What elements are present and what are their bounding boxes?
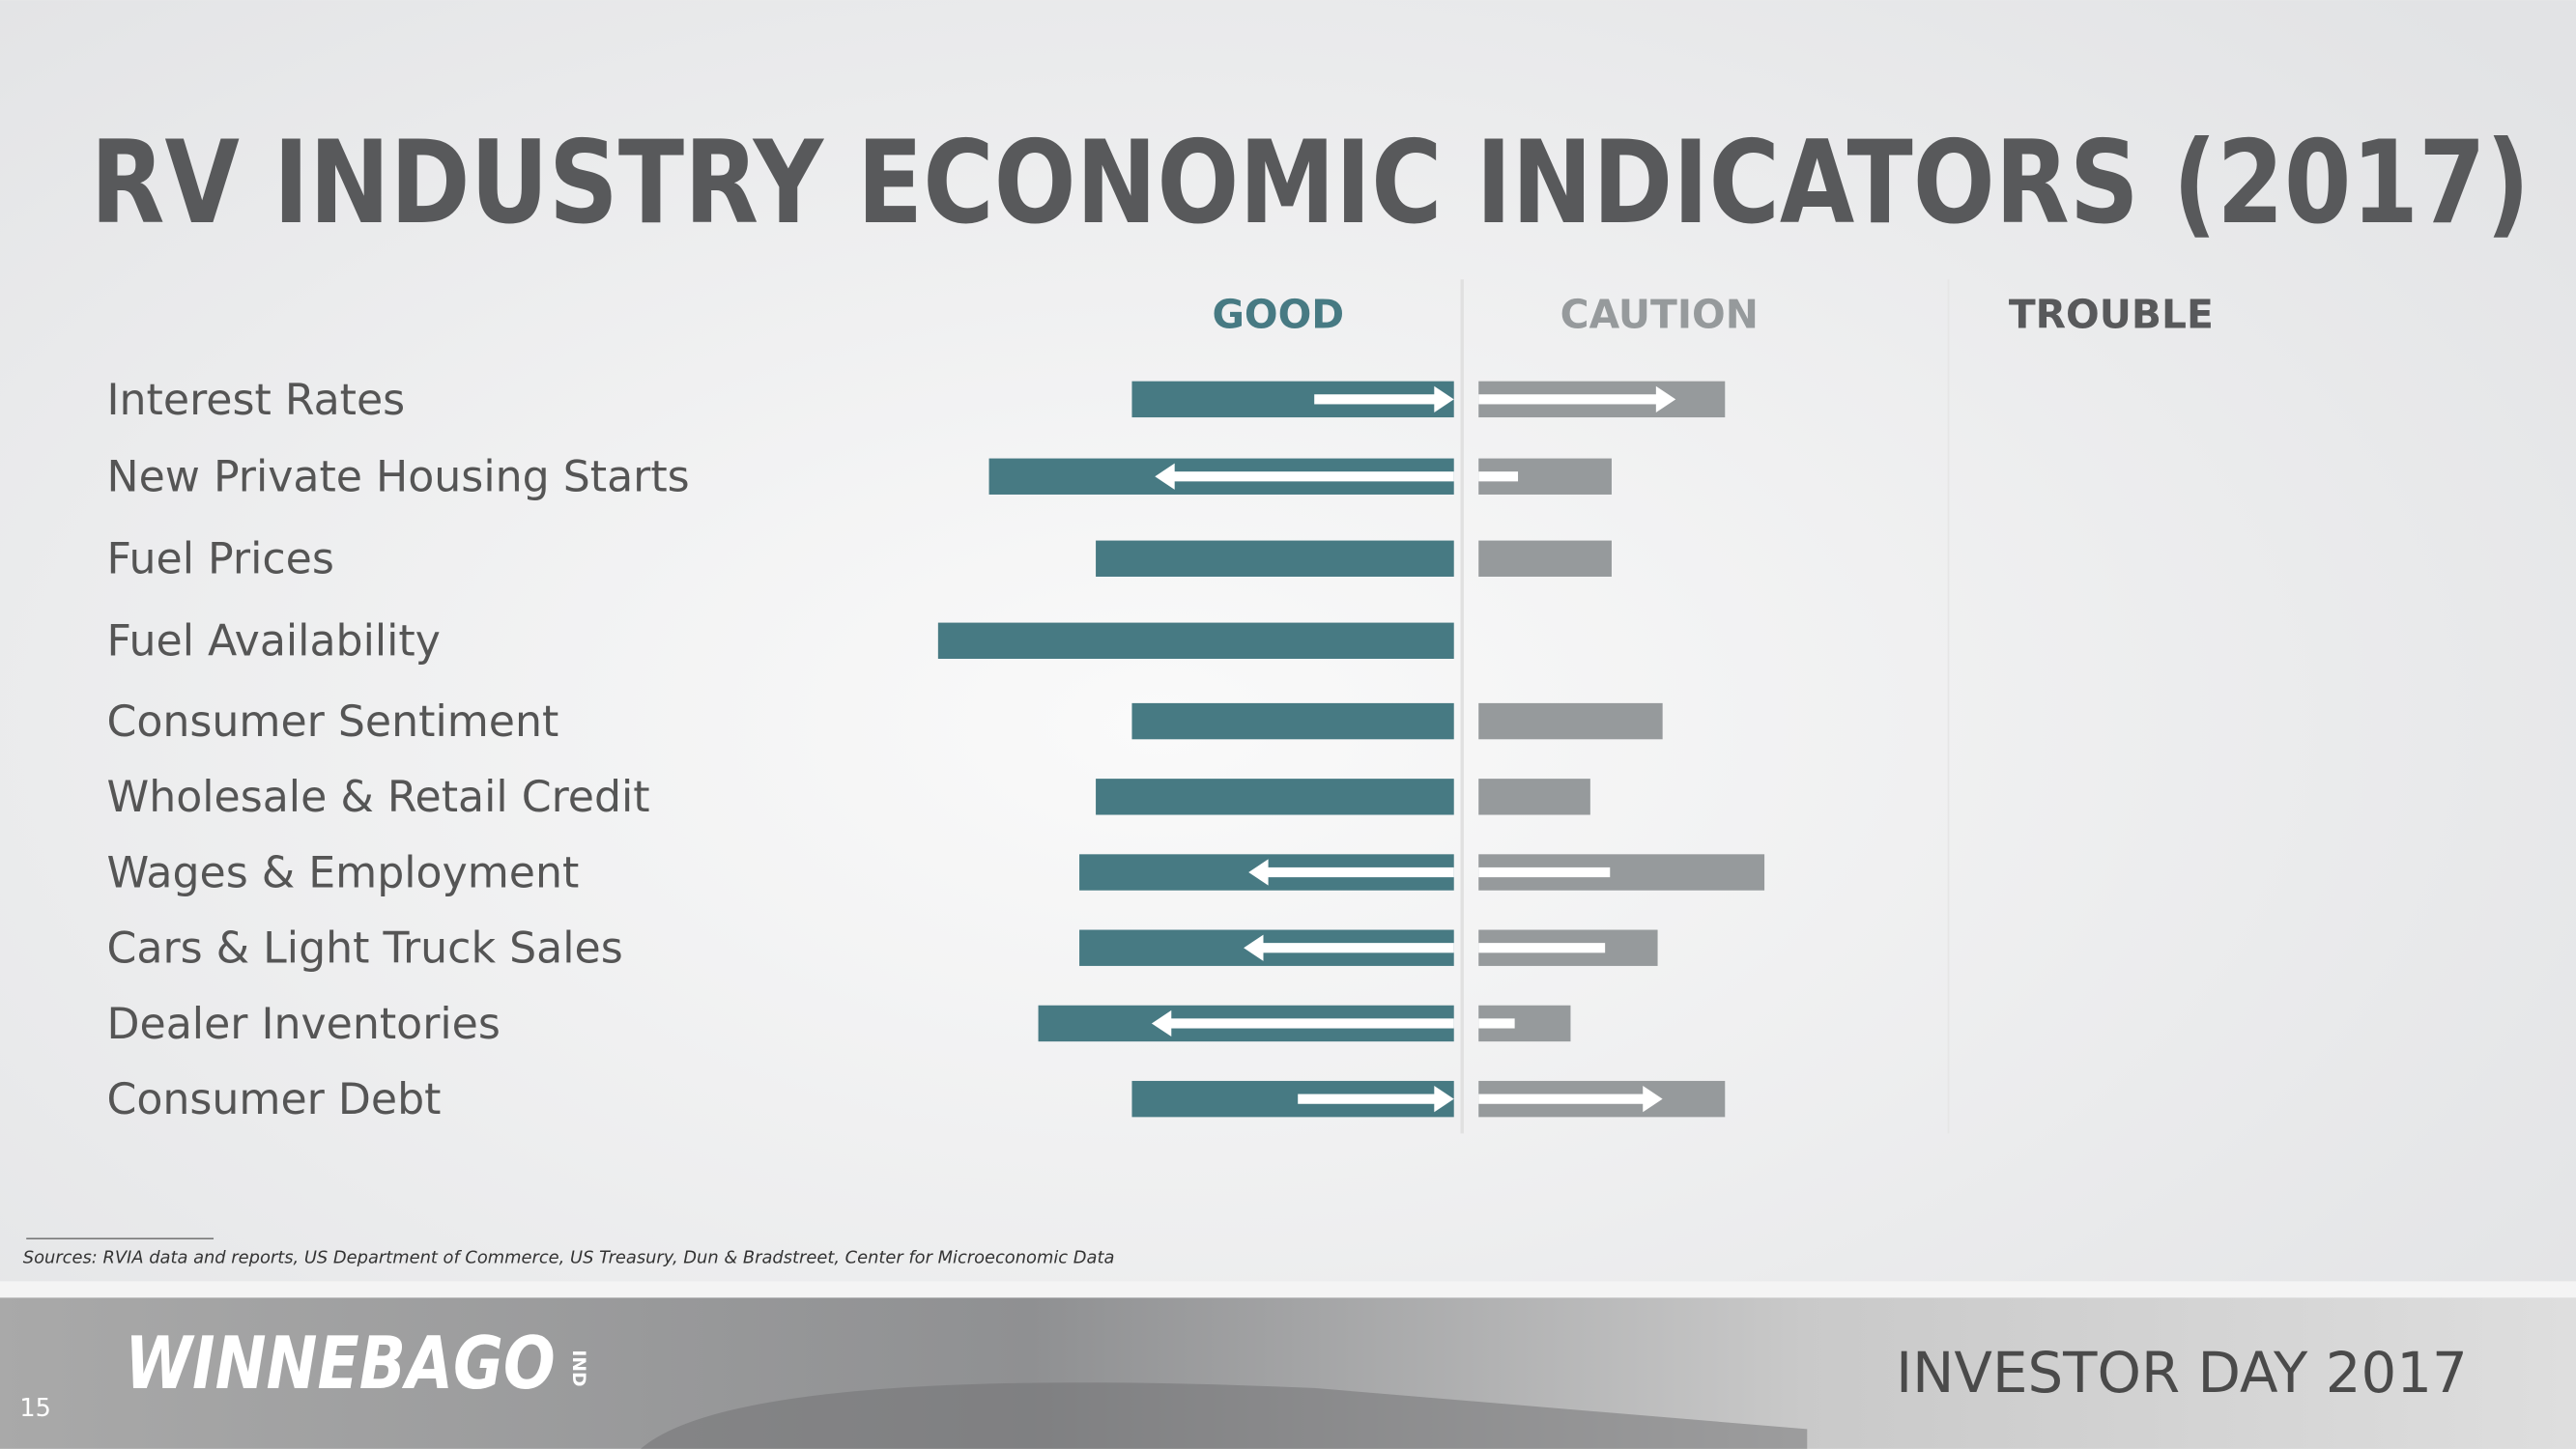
row-label: Fuel Availability <box>107 617 441 667</box>
row-label: Fuel Prices <box>107 535 334 584</box>
page-number: 15 <box>19 1394 50 1423</box>
trend-arrow-shaft <box>1314 394 1438 405</box>
caution-bar <box>1478 702 1663 740</box>
good-bar <box>937 622 1454 659</box>
column-header: CAUTION <box>1560 291 1759 337</box>
good-bar <box>1096 779 1454 815</box>
column-header: TROUBLE <box>2009 291 2214 337</box>
brand-suffix: IND <box>568 1350 588 1386</box>
trend-arrow-head <box>1248 859 1269 886</box>
event-name: INVESTOR DAY 2017 <box>1896 1340 2468 1406</box>
brand-logo: WINNEBAGO <box>125 1321 555 1406</box>
trend-bar <box>1478 471 1519 482</box>
trend-arrow-head <box>1244 934 1264 961</box>
trend-arrow-shaft <box>1260 943 1454 953</box>
trend-bar <box>1478 943 1606 953</box>
trend-bar <box>1478 867 1611 878</box>
trend-arrow-head <box>1643 1086 1663 1113</box>
trend-arrow-head <box>1655 385 1676 412</box>
row-label: New Private Housing Starts <box>107 453 690 502</box>
footer-gap <box>0 1281 2576 1298</box>
row-label: Wholesale & Retail Credit <box>107 773 650 822</box>
trend-arrow-shaft <box>1171 471 1454 482</box>
caution-bar <box>1478 779 1590 815</box>
trend-arrow-shaft <box>1478 1094 1646 1104</box>
caution-bar <box>1478 540 1612 577</box>
trend-arrow-shaft <box>1478 394 1660 405</box>
trend-bar <box>1478 1018 1515 1029</box>
trend-arrow-head <box>1434 1086 1454 1113</box>
sources: Sources: RVIA data and reports, US Depar… <box>23 1248 1115 1268</box>
trend-arrow-head <box>1155 463 1175 490</box>
row-label: Interest Rates <box>107 376 406 425</box>
row-label: Consumer Debt <box>107 1075 442 1124</box>
slide-title: RV INDUSTRY ECONOMIC INDICATORS (2017) <box>91 117 2531 250</box>
good-bar <box>1096 540 1454 577</box>
row-label: Cars & Light Truck Sales <box>107 924 623 974</box>
trend-arrow-head <box>1151 1009 1172 1037</box>
row-label: Consumer Sentiment <box>107 697 559 747</box>
trend-arrow-shaft <box>1265 867 1454 878</box>
row-label: Wages & Employment <box>107 848 580 897</box>
column-header: GOOD <box>1212 291 1344 337</box>
trend-arrow-shaft <box>1298 1094 1438 1104</box>
good-bar <box>1131 702 1454 740</box>
road <box>641 1382 1808 1449</box>
trend-arrow-shaft <box>1167 1018 1454 1029</box>
trend-arrow-head <box>1434 385 1454 412</box>
row-label: Dealer Inventories <box>107 1000 501 1049</box>
